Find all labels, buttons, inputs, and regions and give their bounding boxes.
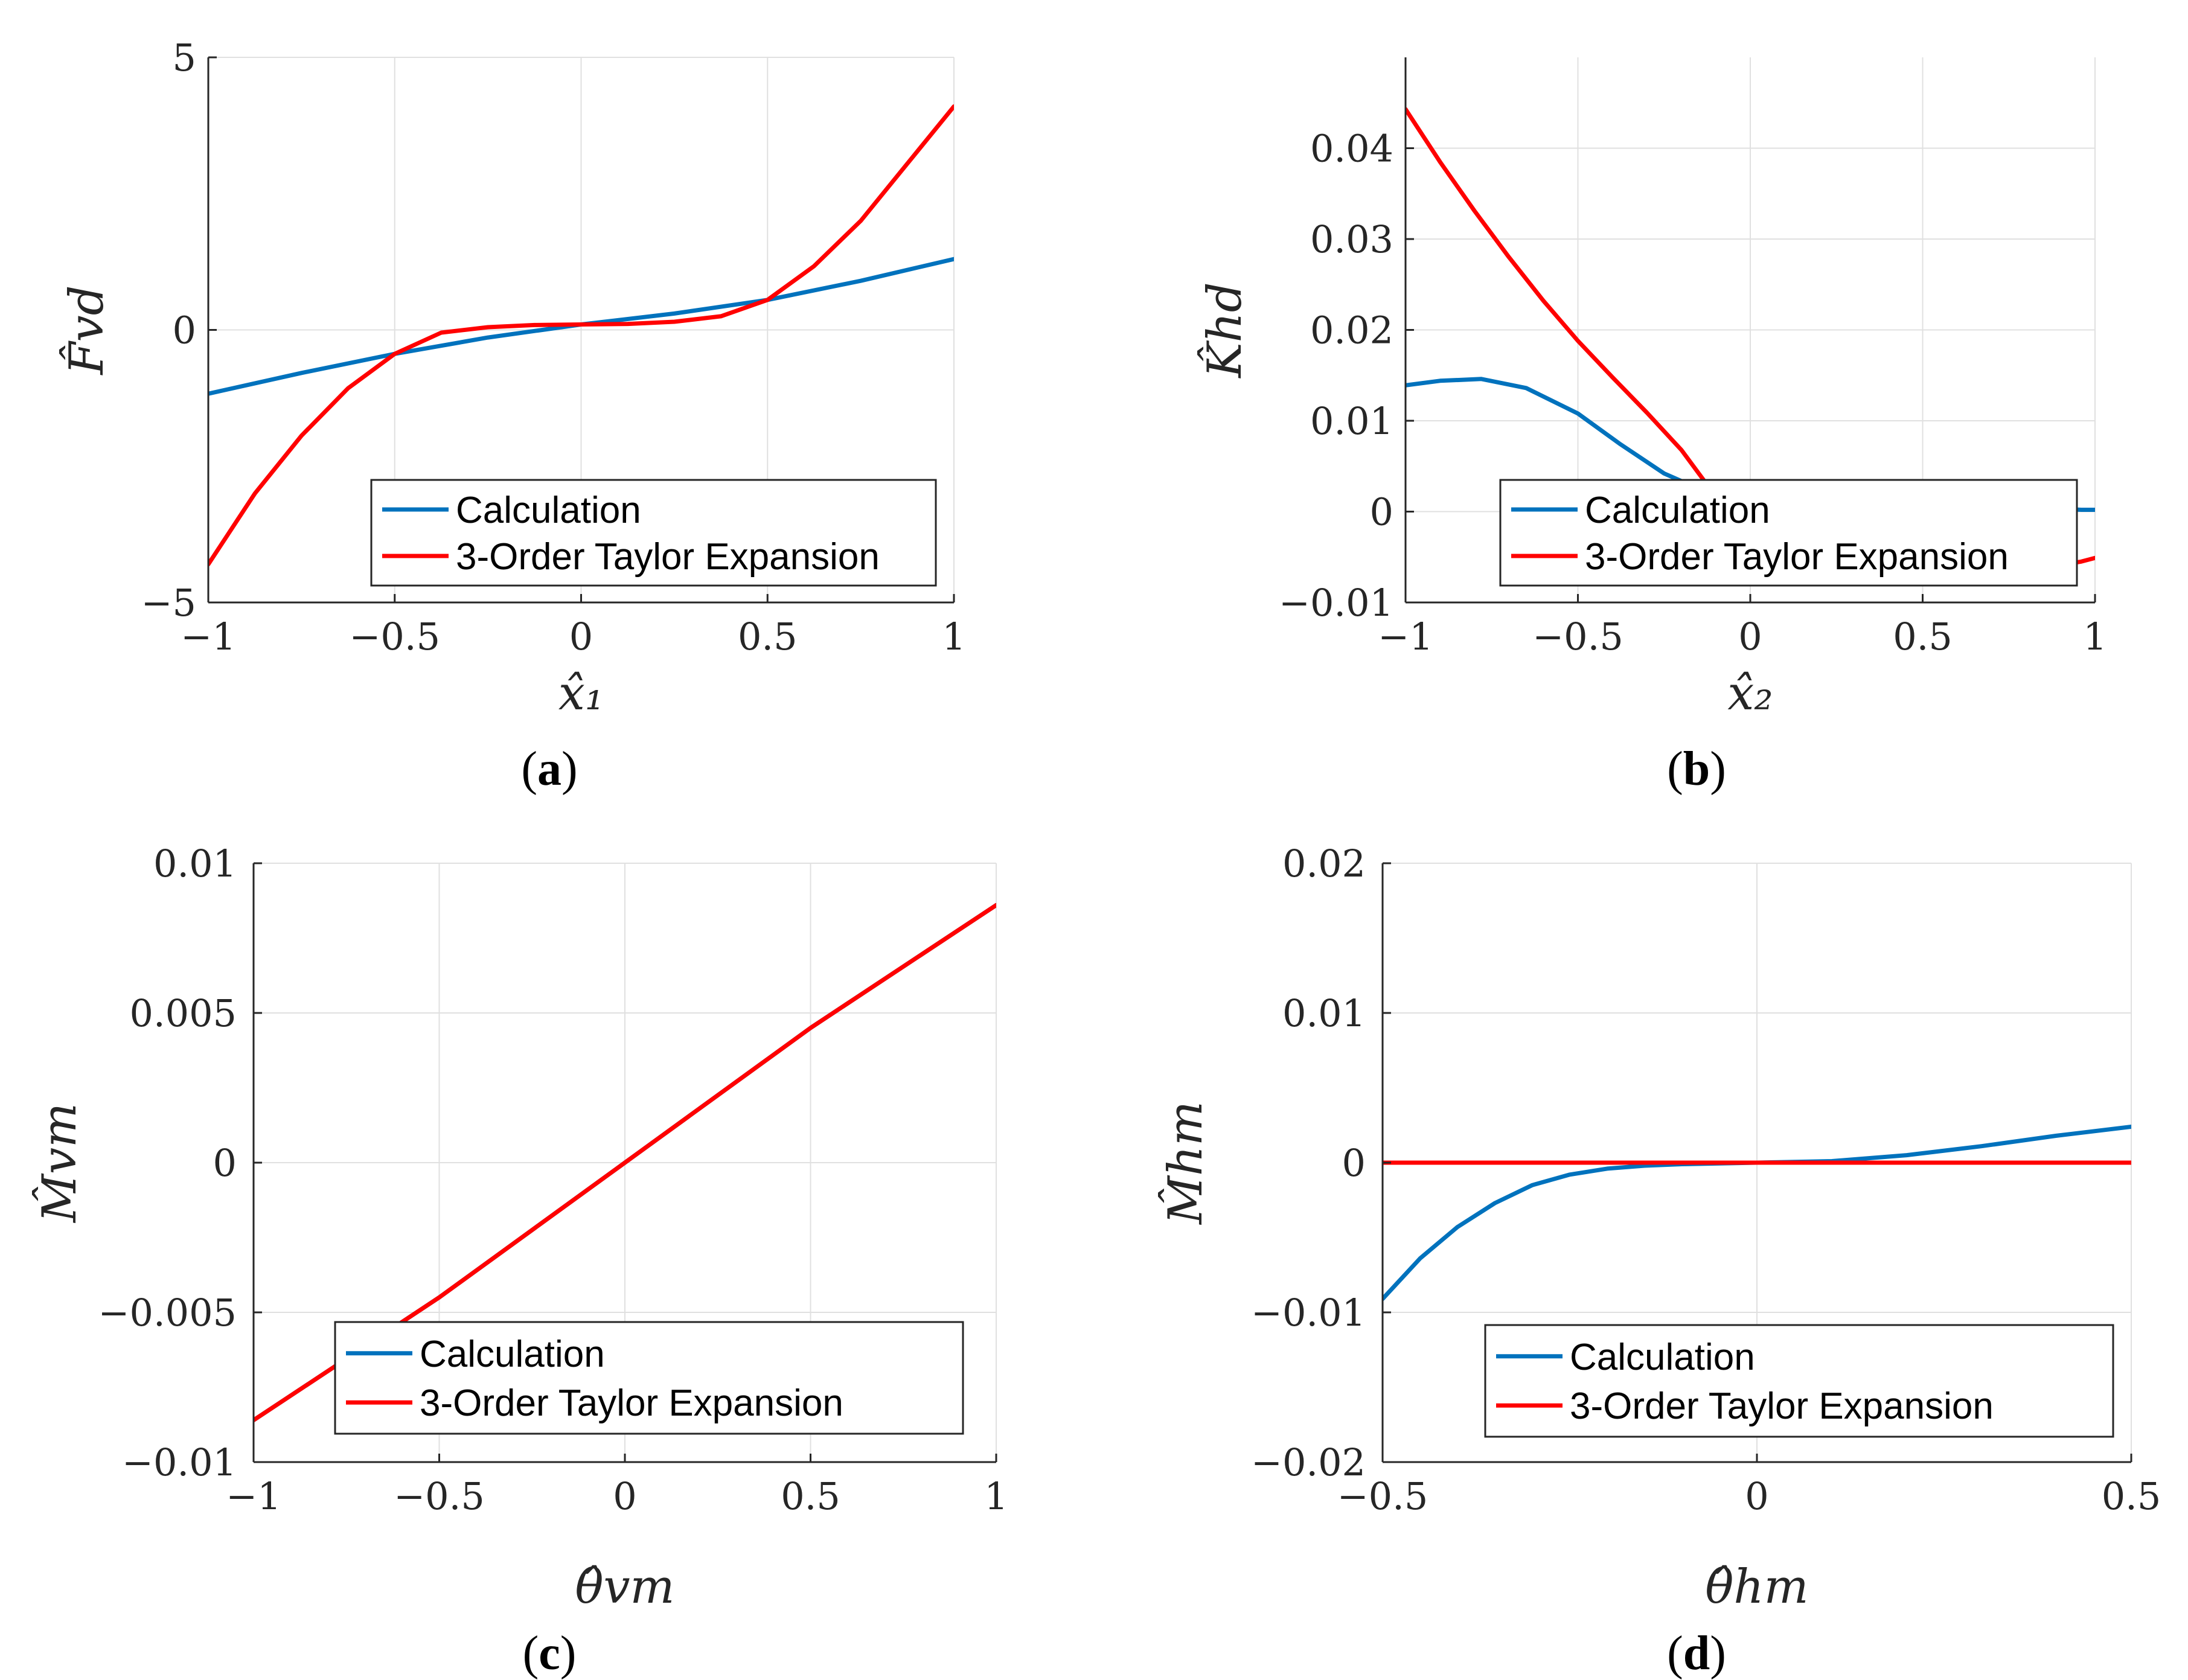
- legend-box: [1499, 479, 2078, 587]
- y-tick-label: −0.01: [1251, 1291, 1366, 1335]
- y-axis-label: F̂vd: [59, 285, 114, 375]
- legend: Calculation 3-Order Taylor Expansion: [1499, 479, 2078, 587]
- x-tick-label: 0.5: [738, 615, 798, 659]
- y-tick-label: −0.01: [1279, 581, 1393, 625]
- y-tick-label: 0: [213, 1141, 237, 1185]
- panel-caption: (b): [1667, 743, 1726, 796]
- legend-label-taylor: 3-Order Taylor Expansion: [420, 1382, 843, 1424]
- legend-label-calculation: Calculation: [1585, 490, 1770, 531]
- legend-label-taylor: 3-Order Taylor Expansion: [456, 536, 880, 578]
- panel-caption: (d): [1667, 1627, 1726, 1680]
- x-tick-label: −1: [226, 1474, 281, 1518]
- y-tick-label: −0.005: [98, 1291, 237, 1335]
- x-axis-label: θ̂hm: [1705, 1560, 1808, 1614]
- legend-box: [334, 1321, 964, 1435]
- x-tick-label: −1: [1378, 615, 1433, 659]
- x-axis-label: x̂₁: [558, 666, 604, 721]
- series-line-calculation: [1383, 1125, 2131, 1302]
- y-axis-label: M̂vm: [31, 1103, 87, 1224]
- y-tick-label: 0.04: [1310, 127, 1393, 171]
- x-tick-label: 0: [1738, 615, 1762, 659]
- series-line-taylor: [208, 104, 954, 567]
- x-tick-label: 1: [942, 615, 965, 659]
- legend-label-taylor: 3-Order Taylor Expansion: [1585, 536, 2009, 578]
- x-tick-label: 1: [2083, 615, 2106, 659]
- x-tick-label: 1: [984, 1474, 1008, 1518]
- y-tick-label: 0.01: [153, 842, 237, 886]
- y-tick-label: 0.02: [1310, 308, 1393, 353]
- chart-panel-c: −1 −0.5 0 0.5 1 −0.01 −0.005 0 0.005 0.01 θ̂vm M̂vm…: [31, 842, 1008, 1680]
- y-tick-label: −0.01: [122, 1440, 237, 1484]
- legend-label-taylor: 3-Order Taylor Expansion: [1570, 1385, 1994, 1427]
- chart-panel-a: −1 −0.5 0 0.5 1 −5 0 5 x̂₁ F̂vd Calculation 3-Order…: [59, 36, 966, 796]
- panel-caption-letter: c: [539, 1627, 560, 1680]
- y-axis-label: K̂hd: [1197, 282, 1252, 378]
- panel-caption: (a): [521, 743, 577, 796]
- legend-box: [370, 479, 937, 587]
- panel-caption-letter: b: [1683, 743, 1710, 796]
- legend: Calculation 3-Order Taylor Expansion: [1484, 1324, 2114, 1438]
- series-group: [1383, 1125, 2131, 1302]
- legend: Calculation 3-Order Taylor Expansion: [370, 479, 937, 587]
- legend-label-calculation: Calculation: [1570, 1337, 1755, 1378]
- y-tick-label: 0.02: [1282, 842, 1366, 886]
- chart-panel-d: −0.5 0 0.5 −0.02 −0.01 0 0.01 0.02 θ̂hm M̂hm Calcu…: [1157, 842, 2161, 1680]
- y-tick-label: 0.01: [1310, 399, 1393, 443]
- x-tick-label: −0.5: [394, 1474, 485, 1518]
- x-tick-label: 0.5: [1893, 615, 1953, 659]
- panel-caption-letter: a: [537, 743, 561, 796]
- y-tick-label: 5: [173, 36, 196, 80]
- y-tick-label: 0.005: [130, 991, 237, 1035]
- y-tick-label: 0: [1370, 490, 1393, 534]
- panel-caption: (c): [523, 1627, 577, 1680]
- y-tick-label: −0.02: [1251, 1440, 1366, 1484]
- x-tick-label: −0.5: [349, 615, 440, 659]
- y-tick-label: −5: [141, 581, 196, 625]
- x-tick-label: −1: [181, 615, 235, 659]
- legend-label-calculation: Calculation: [420, 1333, 605, 1375]
- x-tick-label: 0.5: [781, 1474, 840, 1518]
- x-tick-label: 0: [1745, 1474, 1768, 1518]
- x-tick-label: −0.5: [1532, 615, 1623, 659]
- y-tick-label: 0: [1342, 1141, 1366, 1185]
- x-tick-label: 0: [613, 1474, 636, 1518]
- x-tick-label: 0.5: [2102, 1474, 2161, 1518]
- x-tick-label: −0.5: [1337, 1474, 1428, 1518]
- chart-panel-b: −1 −0.5 0 0.5 1 −0.01 0 0.01 0.02 0.03 0.04 x̂₂ K̂hd…: [1197, 57, 2107, 796]
- y-tick-label: 0: [173, 308, 196, 353]
- legend-label-calculation: Calculation: [456, 490, 641, 531]
- panel-caption-letter: d: [1683, 1627, 1710, 1680]
- y-axis-label: M̂hm: [1157, 1101, 1213, 1225]
- y-tick-label: 0.01: [1282, 991, 1366, 1035]
- y-tick-label: 0.03: [1310, 217, 1393, 261]
- x-tick-label: 0: [569, 615, 593, 659]
- x-axis-label: θ̂vm: [575, 1560, 675, 1614]
- legend-box: [1484, 1324, 2114, 1438]
- legend: Calculation 3-Order Taylor Expansion: [334, 1321, 964, 1435]
- x-axis-label: x̂₂: [1727, 666, 1773, 721]
- series-group: [208, 104, 954, 567]
